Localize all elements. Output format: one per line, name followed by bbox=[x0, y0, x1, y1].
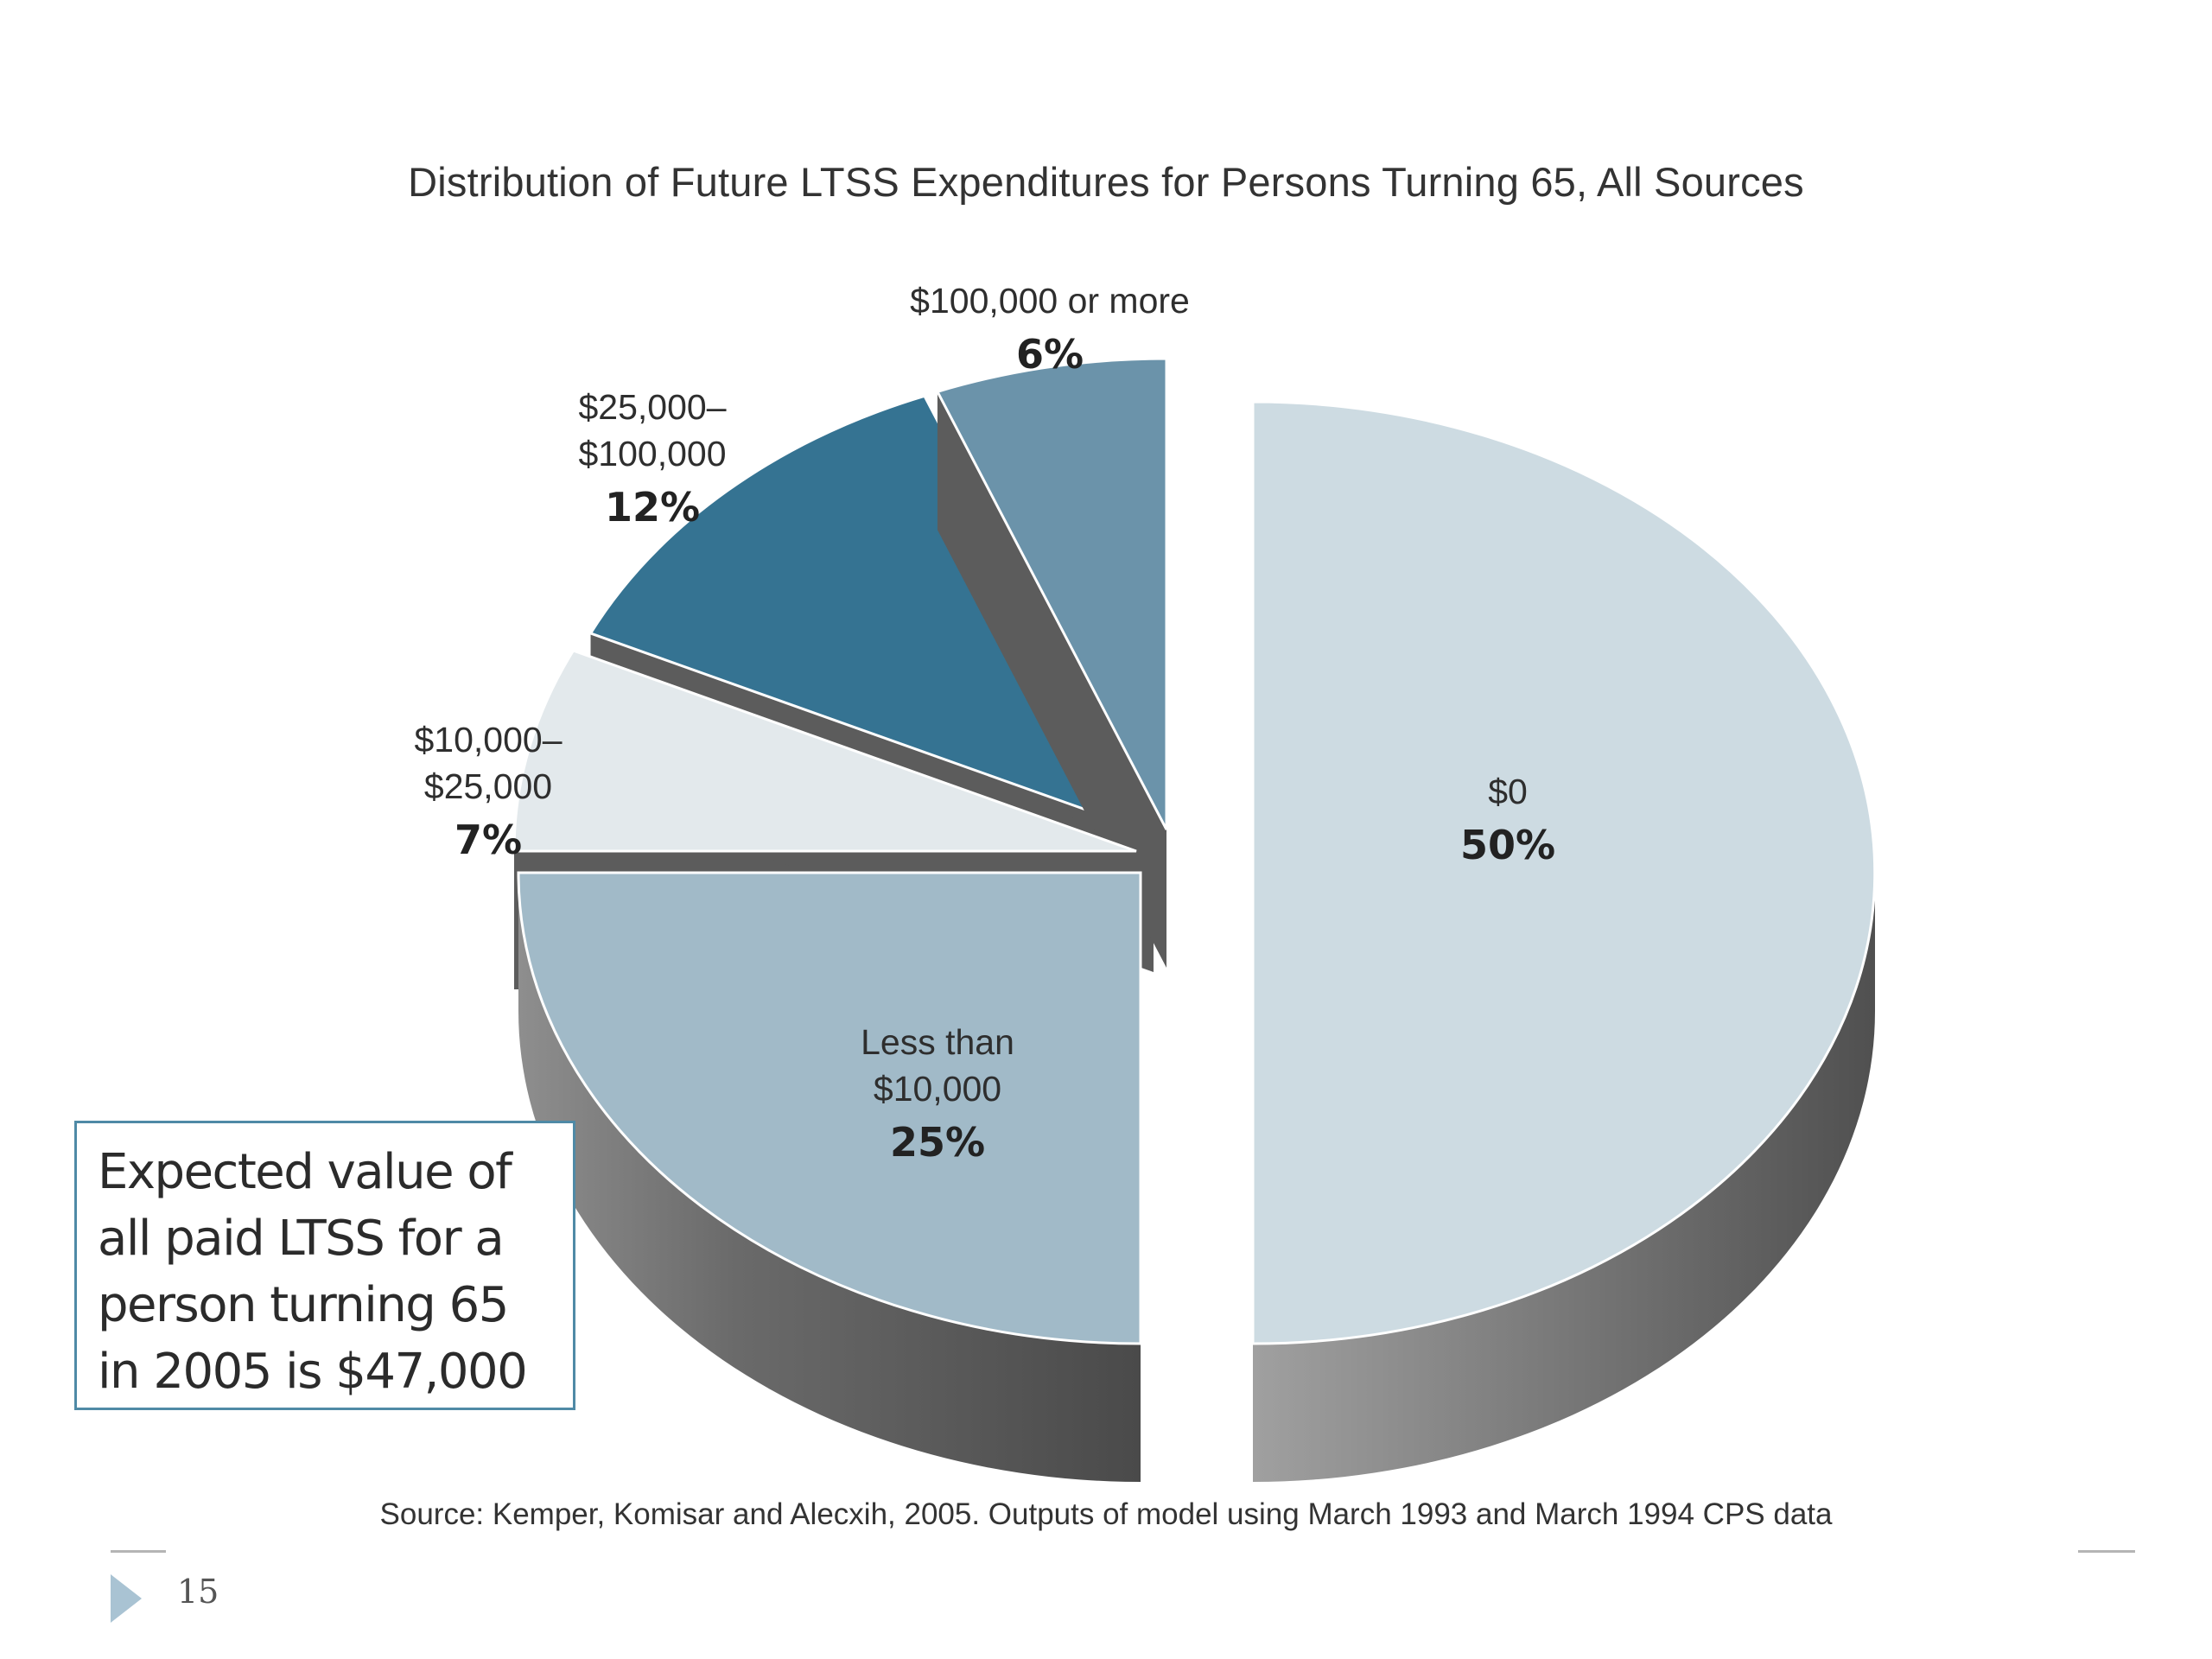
slice-top bbox=[512, 649, 1137, 853]
slice-top bbox=[517, 871, 1142, 1345]
slice-top bbox=[935, 357, 1168, 830]
callout-line: all paid LTSS for a bbox=[98, 1211, 505, 1267]
slice-value-label: 7% bbox=[454, 817, 522, 863]
slice-label-line: $10,000– bbox=[414, 720, 562, 760]
slice-label-line: $25,000 bbox=[424, 766, 552, 806]
slice-label: Less than $10,000 bbox=[861, 1022, 1014, 1109]
callout-line: in 2005 is $47,000 bbox=[98, 1344, 528, 1400]
slice-top bbox=[588, 394, 1157, 836]
pie-slice bbox=[517, 871, 1142, 1482]
callout-line: Expected value of bbox=[98, 1144, 512, 1200]
slice-value-label: 25% bbox=[890, 1119, 985, 1166]
nav-arrow-icon[interactable] bbox=[111, 1574, 142, 1623]
slice-label: $10,000– $25,000 bbox=[414, 720, 562, 806]
pie-slice bbox=[1251, 400, 1877, 1482]
slice-top bbox=[1251, 400, 1877, 1345]
slice-label-line: $0 bbox=[1488, 772, 1528, 811]
expected-value-callout: Expected value of all paid LTSS for a pe… bbox=[74, 1121, 575, 1410]
page-number: 15 bbox=[177, 1573, 219, 1611]
callout-line: person turning 65 bbox=[98, 1277, 509, 1333]
slice-value-label: 12% bbox=[605, 484, 700, 531]
divider-right bbox=[2078, 1550, 2135, 1553]
slice-label-line: $100,000 bbox=[578, 434, 726, 474]
slice-label-line: $25,000– bbox=[578, 387, 726, 427]
slice-label: $100,000 or more bbox=[910, 281, 1190, 321]
pie-slice bbox=[935, 357, 1168, 968]
divider-left bbox=[111, 1550, 166, 1553]
slice-label-line: $100,000 or more bbox=[910, 281, 1190, 321]
source-note: Source: Kemper, Komisar and Alecxih, 200… bbox=[379, 1497, 1833, 1531]
slice-side-wall bbox=[937, 391, 1166, 968]
chart-title: Distribution of Future LTSS Expenditures… bbox=[408, 159, 1804, 205]
slice-label: $25,000– $100,000 bbox=[578, 387, 726, 474]
slice-label: $0 bbox=[1488, 772, 1528, 811]
slice-label-line: $10,000 bbox=[874, 1069, 1001, 1109]
slice-value-label: 6% bbox=[1016, 331, 1084, 378]
slice-label-line: Less than bbox=[861, 1022, 1014, 1062]
slice-value-label: 50% bbox=[1460, 822, 1555, 868]
